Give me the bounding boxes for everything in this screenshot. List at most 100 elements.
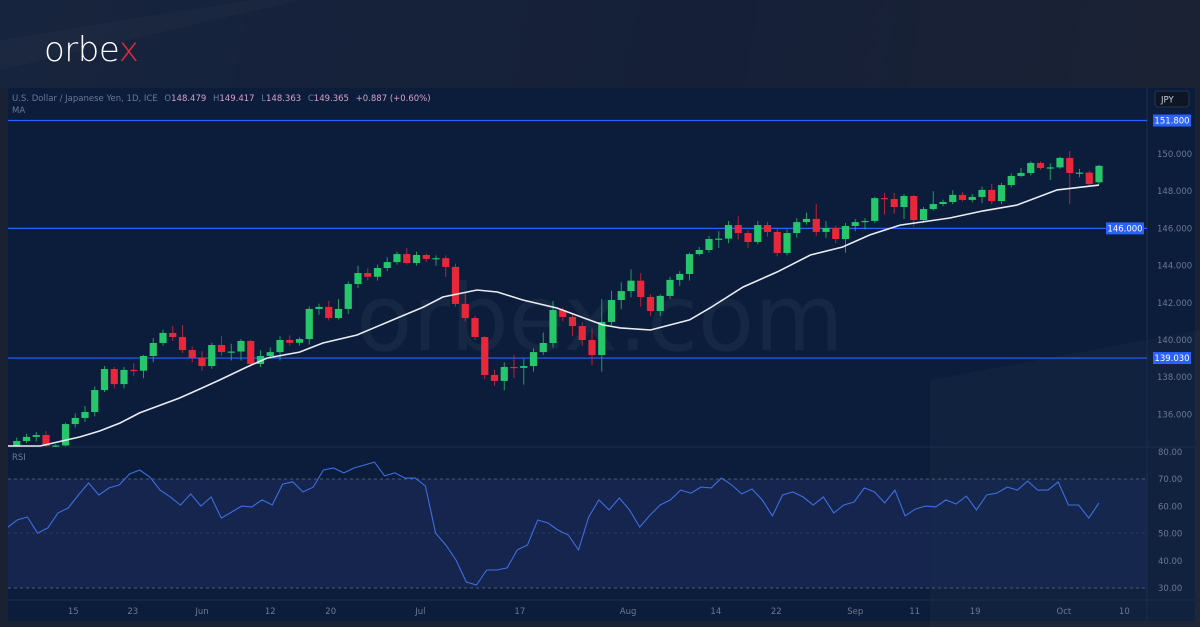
low-value: 148.363 — [266, 94, 301, 104]
candle — [607, 290, 616, 326]
candle-body — [178, 337, 187, 351]
candle-body — [52, 445, 60, 447]
time-axis[interactable]: 15 23 Jun 12 20 Jul 17 Aug 14 22 Sep 11 19 Oct 10 — [68, 607, 1130, 617]
rsi-tick-label: 80.00 — [1158, 448, 1182, 458]
candle-body — [919, 209, 928, 221]
header-banner: orbex — [0, 0, 1200, 88]
time-tick-label: Jul — [414, 607, 425, 617]
candle — [52, 444, 60, 447]
candle-body — [851, 222, 859, 226]
candle-body — [188, 350, 196, 359]
candle — [646, 294, 655, 316]
rsi-axis[interactable]: 80.00 70.00 60.00 50.00 40.00 30.00 — [1158, 448, 1182, 594]
candle — [110, 366, 118, 389]
candle — [890, 193, 898, 214]
candle-body — [42, 435, 50, 447]
candle — [364, 268, 372, 281]
candle — [1066, 151, 1074, 205]
candle-body — [695, 249, 703, 255]
candle-body — [61, 424, 70, 446]
candle — [520, 358, 528, 385]
candle-body — [1085, 172, 1093, 184]
candle-body — [451, 266, 460, 304]
candle-body — [169, 332, 177, 338]
candle-body — [1056, 157, 1064, 168]
candle — [442, 255, 450, 277]
candle-body — [617, 291, 625, 301]
candle — [256, 350, 265, 367]
candle-body — [1066, 157, 1074, 173]
close-value: 149.365 — [314, 94, 349, 104]
currency-button-bg[interactable] — [1154, 90, 1190, 108]
candle — [734, 216, 742, 240]
candle-body — [656, 295, 664, 311]
candle-body — [637, 280, 645, 298]
time-tick-label: 22 — [771, 607, 782, 617]
candle-body — [1075, 172, 1084, 174]
currency-button-label[interactable]: JPY — [1160, 96, 1174, 106]
time-tick-label: 19 — [970, 607, 981, 617]
candle — [1085, 170, 1093, 186]
ma-legend[interactable]: MA — [12, 106, 25, 116]
high-value: 149.417 — [219, 94, 254, 104]
price-tick-label: 138.000 — [1157, 373, 1192, 383]
candle-body — [130, 369, 138, 372]
rsi-legend[interactable]: RSI — [12, 453, 26, 463]
candle — [529, 348, 538, 372]
candle — [568, 313, 577, 337]
candle-body — [139, 355, 148, 371]
time-tick-label: Sep — [847, 607, 863, 617]
candle-body — [841, 225, 850, 240]
candle — [481, 336, 489, 380]
horizontal-levels — [8, 119, 1147, 359]
rsi-tick-label: 50.00 — [1158, 530, 1182, 540]
candle — [783, 229, 791, 256]
candle — [754, 220, 762, 245]
candle — [773, 228, 781, 257]
candle-body — [578, 326, 586, 340]
candle-body — [939, 201, 947, 205]
price-tick-label: 140.000 — [1157, 336, 1192, 346]
candle-body — [432, 258, 440, 260]
candle — [549, 300, 557, 348]
candle — [871, 196, 879, 223]
level-label-bg — [1153, 114, 1191, 127]
candle-body — [968, 196, 976, 200]
candle — [637, 273, 645, 307]
candle — [149, 338, 157, 363]
candle — [91, 386, 99, 417]
price-tick-label: 136.000 — [1157, 410, 1192, 420]
price-axis[interactable]: 150.000 148.000 146.000 144.000 142.000 140.0… — [1157, 150, 1192, 420]
candle — [1027, 161, 1035, 176]
candle — [949, 190, 957, 205]
candle-body — [1027, 162, 1035, 173]
candle-body — [549, 310, 557, 343]
candle-body — [120, 369, 128, 385]
candle-body — [227, 351, 235, 353]
currency-button[interactable]: JPY — [1154, 90, 1190, 108]
candle-body — [247, 340, 255, 364]
high-label: H — [213, 94, 219, 104]
candle — [373, 264, 382, 281]
candle — [169, 326, 177, 341]
watermark: orbex.com — [356, 265, 844, 372]
orbex-logo: orbex — [44, 30, 139, 70]
candle-body — [198, 358, 206, 367]
candle — [500, 362, 508, 391]
candle-body — [880, 198, 889, 200]
candle-body — [520, 366, 528, 368]
level-label-bg — [1153, 352, 1191, 365]
candle-body — [598, 321, 606, 356]
low-label: L — [261, 94, 266, 104]
candle-body — [286, 340, 294, 343]
time-tick-label: Jun — [194, 607, 208, 617]
time-tick-label: Aug — [620, 607, 637, 617]
candle — [802, 212, 811, 225]
candle — [334, 299, 343, 320]
candle-body — [705, 239, 713, 250]
time-tick-label: 17 — [514, 607, 525, 617]
candle-body — [100, 369, 109, 391]
rsi-line — [8, 461, 1100, 586]
candle-body — [334, 308, 343, 319]
